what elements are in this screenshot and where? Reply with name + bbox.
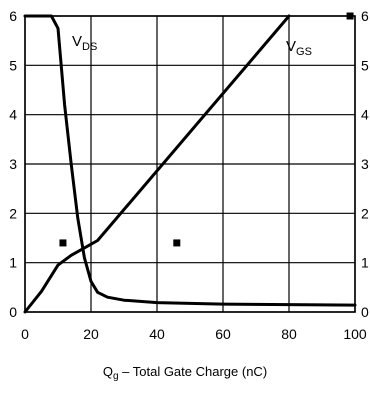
x-tick-label: 20 xyxy=(83,326,99,342)
y-tick-label-left: 2 xyxy=(9,205,17,221)
curve-label-main: V xyxy=(72,33,82,50)
y-tick-label-right: 6 xyxy=(361,8,369,24)
y-tick-label-left: 0 xyxy=(9,304,17,320)
y-tick-label-left: 1 xyxy=(9,255,17,271)
marker-square xyxy=(346,12,354,20)
x-tick-label: 100 xyxy=(343,326,367,342)
series-line-vds xyxy=(23,14,357,307)
y-tick-label-right: 4 xyxy=(361,107,369,123)
y-tick-label-right: 0 xyxy=(361,304,369,320)
y-tick-label-right: 5 xyxy=(361,57,369,73)
x-tick-label: 80 xyxy=(281,326,297,342)
curve-label-main: V xyxy=(286,38,296,55)
x-axis-label-text: – Total Gate Charge (nC) xyxy=(118,364,268,379)
marker-square xyxy=(173,239,181,247)
curve-label-vgs: VGS xyxy=(286,38,312,58)
grid-lines xyxy=(24,15,356,313)
y-tick-label-left: 6 xyxy=(9,8,17,24)
marker-square xyxy=(59,239,67,247)
y-ticks-right: 0 1 2 3 4 5 6 xyxy=(361,8,369,320)
x-ticks: 0 20 40 60 80 100 xyxy=(21,326,367,342)
x-axis-label-subscript: g xyxy=(112,371,119,382)
curve-labels: VDS VGS xyxy=(72,33,312,58)
series-group xyxy=(23,14,357,314)
y-tick-label-right: 2 xyxy=(361,205,369,221)
curve-label-vds: VDS xyxy=(72,33,97,53)
series-line-vgs xyxy=(23,14,291,314)
plot-frame xyxy=(24,15,356,313)
x-tick-label: 0 xyxy=(21,326,29,342)
curve-label-subscript: DS xyxy=(82,41,97,53)
x-axis-label: Qg – Total Gate Charge (nC) xyxy=(0,364,370,382)
y-tick-label-left: 5 xyxy=(9,57,17,73)
y-tick-label-left: 3 xyxy=(9,156,17,172)
x-axis-label-symbol: Q xyxy=(102,364,113,379)
y-tick-label-right: 3 xyxy=(361,156,369,172)
y-tick-label-right: 1 xyxy=(361,255,369,271)
markers xyxy=(59,12,354,247)
y-ticks-left: 0 1 2 3 4 5 6 xyxy=(9,8,17,320)
y-tick-label-left: 4 xyxy=(9,107,17,123)
x-tick-label: 60 xyxy=(215,326,231,342)
curve-label-subscript: GS xyxy=(296,46,312,58)
x-tick-label: 40 xyxy=(149,326,165,342)
